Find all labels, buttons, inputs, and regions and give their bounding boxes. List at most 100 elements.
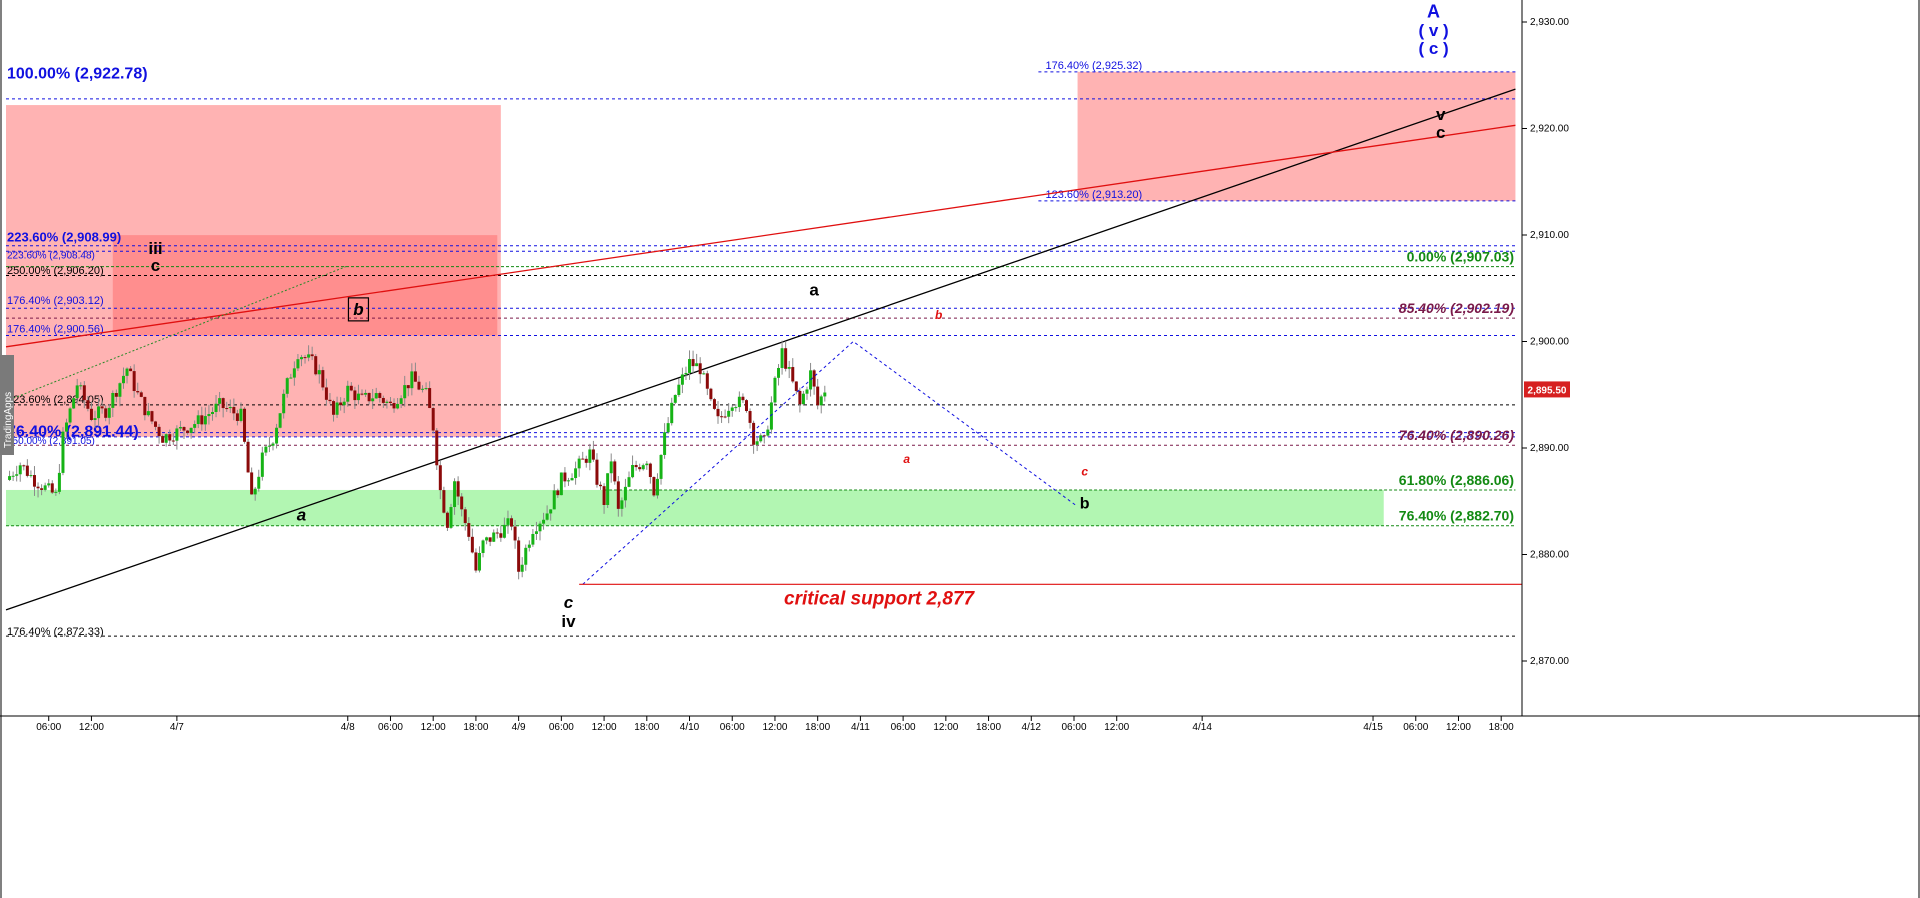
candle-body-89 bbox=[324, 387, 328, 400]
candle-body-194 bbox=[698, 363, 702, 375]
candle-body-43 bbox=[161, 436, 165, 443]
candle-body-147 bbox=[531, 533, 535, 545]
candle-body-164 bbox=[591, 449, 595, 460]
candle-body-5 bbox=[25, 465, 29, 476]
candle-body-209 bbox=[752, 422, 756, 445]
candle-body-162 bbox=[584, 458, 588, 463]
candle-body-86 bbox=[314, 356, 318, 375]
candle-body-117 bbox=[424, 388, 428, 390]
candle-body-69 bbox=[253, 488, 257, 495]
candle-body-58 bbox=[214, 403, 218, 412]
candle-body-149 bbox=[538, 523, 542, 532]
candle-body-183 bbox=[659, 454, 663, 479]
y-tick-label-5: 2,920.00 bbox=[1530, 124, 1569, 135]
x-tick-label-12: 06:00 bbox=[720, 722, 745, 733]
candle-body-158 bbox=[570, 478, 574, 481]
x-tick-label-19: 4/12 bbox=[1022, 722, 1042, 733]
fib-label-9: 176.40% (2,900.56) bbox=[7, 324, 104, 336]
candle-body-196 bbox=[705, 373, 709, 389]
x-tick-label-3: 4/8 bbox=[341, 722, 355, 733]
candle-body-207 bbox=[744, 400, 748, 412]
candle-body-101 bbox=[367, 392, 371, 402]
candle-body-215 bbox=[773, 377, 777, 403]
candle-body-214 bbox=[769, 402, 773, 430]
candle-body-48 bbox=[178, 427, 182, 429]
candle-body-91 bbox=[332, 401, 336, 415]
candle-body-14 bbox=[57, 472, 61, 492]
candle-body-49 bbox=[182, 427, 186, 431]
wave-label-12: c bbox=[1436, 123, 1445, 142]
candle-body-198 bbox=[712, 399, 716, 409]
wave-label-1: c bbox=[151, 256, 160, 275]
candle-body-107 bbox=[388, 401, 392, 404]
candle-body-226 bbox=[812, 370, 816, 387]
candle-body-8 bbox=[36, 486, 40, 489]
candle-body-102 bbox=[371, 398, 375, 402]
x-tick-label-9: 12:00 bbox=[592, 722, 617, 733]
fib-label-0: 100.00% (2,922.78) bbox=[7, 66, 148, 83]
candle-body-87 bbox=[317, 370, 321, 375]
candle-body-54 bbox=[200, 415, 204, 425]
candle-body-210 bbox=[755, 441, 759, 445]
fib-label-2: 123.60% (2,913.20) bbox=[1046, 189, 1143, 201]
trendline-2 bbox=[5, 265, 348, 402]
candle-body-28 bbox=[107, 407, 111, 418]
candle-body-145 bbox=[524, 547, 528, 565]
candle-body-38 bbox=[143, 396, 147, 416]
x-tick-label-5: 12:00 bbox=[421, 722, 446, 733]
candle-body-53 bbox=[196, 415, 200, 425]
candle-body-182 bbox=[655, 478, 659, 496]
candle-body-111 bbox=[403, 385, 407, 399]
candle-body-186 bbox=[670, 402, 674, 424]
candle-body-24 bbox=[93, 418, 97, 420]
candle-body-114 bbox=[413, 371, 417, 382]
candle-body-221 bbox=[794, 381, 798, 391]
candle-body-142 bbox=[513, 526, 517, 541]
candle-body-113 bbox=[410, 371, 414, 389]
candle-body-11 bbox=[47, 483, 51, 486]
fib-zones bbox=[6, 71, 1516, 526]
candle-body-127 bbox=[460, 496, 464, 510]
candle-body-216 bbox=[777, 367, 781, 378]
candle-body-140 bbox=[506, 518, 510, 525]
candle-body-39 bbox=[146, 411, 150, 416]
wave-label-15: ( c ) bbox=[1418, 39, 1448, 58]
candle-body-32 bbox=[121, 375, 125, 384]
candle-body-59 bbox=[218, 398, 222, 404]
x-tick-label-2: 4/7 bbox=[170, 722, 184, 733]
wave-label-4: c bbox=[564, 593, 574, 612]
candle-body-81 bbox=[296, 359, 300, 369]
candle-body-165 bbox=[595, 459, 599, 485]
candle-body-121 bbox=[438, 465, 442, 491]
candle-body-159 bbox=[574, 468, 578, 479]
candle-body-6 bbox=[29, 475, 33, 477]
candle-body-178 bbox=[641, 465, 645, 470]
candle-body-71 bbox=[260, 452, 264, 477]
candle-body-21 bbox=[82, 385, 86, 401]
x-tick-label-26: 18:00 bbox=[1489, 722, 1514, 733]
candle-body-202 bbox=[727, 410, 731, 417]
candle-body-119 bbox=[431, 408, 435, 431]
candle-body-29 bbox=[111, 392, 115, 408]
candle-body-51 bbox=[189, 427, 193, 433]
x-tick-label-17: 12:00 bbox=[933, 722, 958, 733]
candle-body-150 bbox=[542, 519, 546, 524]
candle-body-153 bbox=[552, 490, 556, 510]
candle-body-115 bbox=[417, 381, 421, 390]
candle-body-82 bbox=[299, 357, 303, 360]
wave-label-8: a bbox=[903, 452, 910, 466]
candle-body-95 bbox=[346, 385, 350, 402]
candle-body-192 bbox=[691, 359, 695, 367]
candle-body-179 bbox=[645, 463, 649, 466]
wave-label-2: b bbox=[353, 300, 363, 319]
zone-1 bbox=[112, 235, 498, 336]
candle-body-4 bbox=[22, 465, 26, 467]
candle-body-229 bbox=[823, 392, 827, 397]
candle-body-66 bbox=[243, 408, 247, 442]
candle-body-100 bbox=[364, 392, 368, 395]
candle-body-47 bbox=[175, 428, 179, 441]
fib-label-12: 150.00% (2,891.05) bbox=[7, 436, 95, 447]
candle-body-116 bbox=[421, 388, 425, 390]
wave-label-13: A bbox=[1427, 2, 1440, 22]
candle-body-112 bbox=[406, 385, 410, 389]
